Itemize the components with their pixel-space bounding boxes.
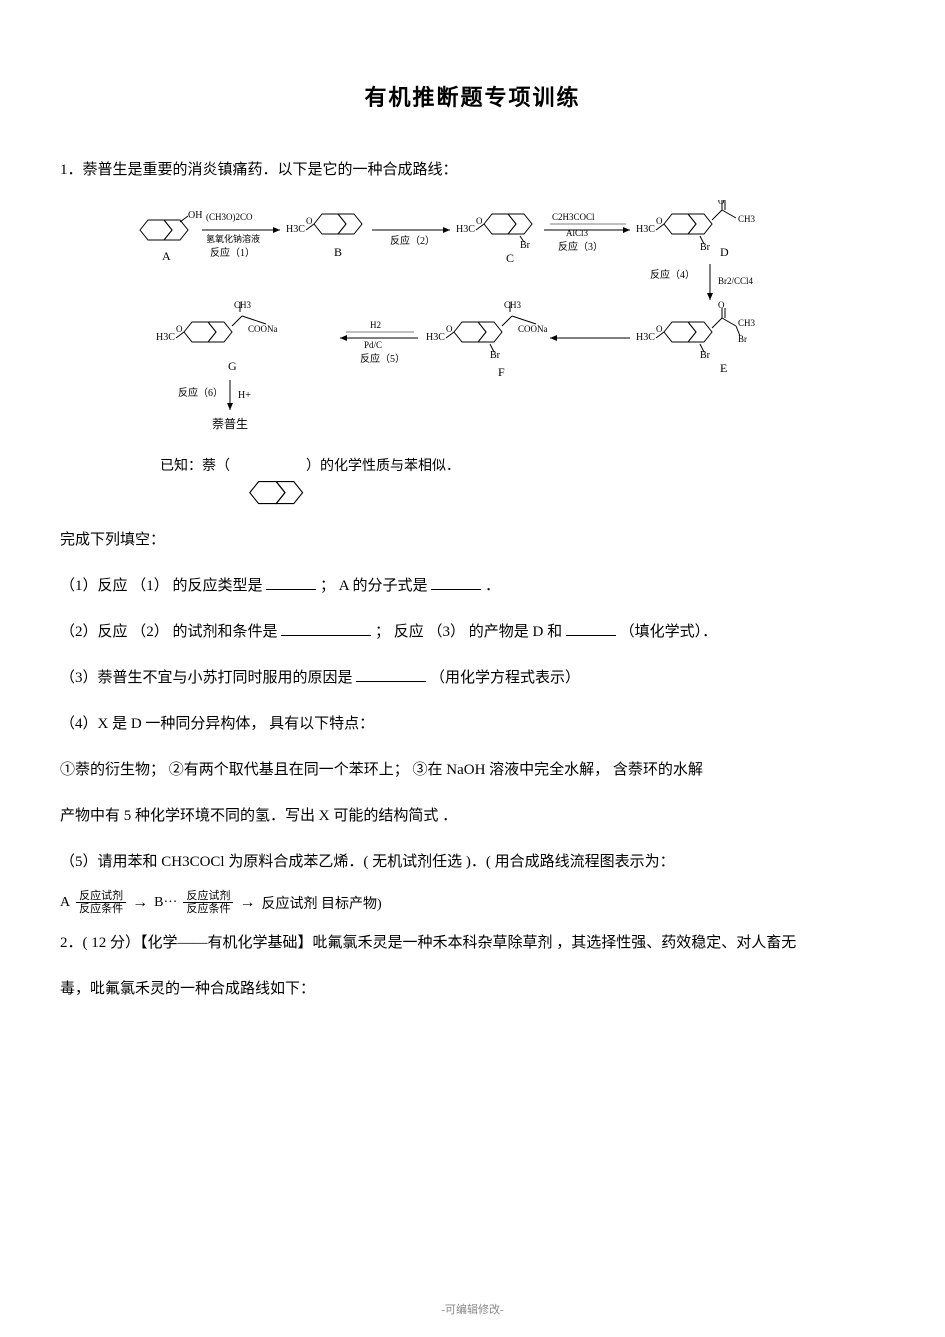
svg-text:H3C: H3C [636,332,655,343]
svg-text:O: O [718,300,725,310]
svg-text:H3C: H3C [156,332,175,343]
svg-text:C: C [506,251,514,265]
svg-text:B: B [334,245,342,259]
flow-step-1: 反应试剂 反应条件 [76,890,126,915]
fill-intro: 完成下列填空： [60,522,885,558]
flow-reagent-1: 反应试剂 [76,890,126,903]
svg-text:COONa: COONa [518,324,548,334]
svg-text:H+: H+ [238,390,251,401]
svg-text:H3C: H3C [456,224,475,235]
svg-text:(CH3O)2CO: (CH3O)2CO [206,212,253,222]
svg-text:O: O [718,200,725,206]
q2-line1: 2．( 12 分）【化学——有机化学基础】吡氟氯禾灵是一种禾本科杂草除草剂 ，其… [60,925,885,961]
q1-1c-text: ． [485,578,500,594]
blank-2b[interactable] [566,621,616,636]
scheme-svg: OH A (CH3O)2CO 氢氧化钠溶液 反应（1） H3C O B 反应（2… [120,200,860,510]
svg-text:C2H3COCl: C2H3COCl [552,212,595,222]
q1-2a-text: （2）反应 （2） 的试剂和条件是 [60,624,278,640]
flow-B: B··· [154,895,177,911]
svg-text:A: A [162,249,171,263]
svg-text:反应（4）: 反应（4） [650,268,695,281]
q1-4-d2: 产物中有 5 种化学环境不同的氢．写出 X 可能的结构简式 ． [60,798,885,834]
svg-text:已知：萘（: 已知：萘（ [160,457,230,474]
flow-cond-2: 反应条件 [186,903,230,915]
q1-1b-text: ； A 的分子式是 [320,578,428,594]
svg-text:H3C: H3C [636,224,655,235]
svg-text:O: O [656,216,663,226]
svg-text:E: E [720,361,727,375]
svg-text:OH: OH [188,210,202,221]
q1-3: （3）萘普生不宜与小苏打同时服用的原因是 （用化学方程式表示） [60,660,885,696]
flow-step-2: 反应试剂 反应条件 [183,890,233,915]
svg-text:H3C: H3C [426,332,445,343]
q1-intro: 1．萘普生是重要的消炎镇痛药．以下是它的一种合成路线： [60,152,885,188]
flow-cond-1: 反应条件 [79,903,123,915]
svg-text:CH3: CH3 [504,300,522,310]
svg-text:Br: Br [490,350,501,361]
page-footer: -可编辑修改- [0,1301,945,1317]
svg-text:Br: Br [700,242,711,253]
q1-4-d1: ①萘的衍生物； ②有两个取代基且在同一个苯环上； ③在 NaOH 溶液中完全水解… [60,752,885,788]
svg-text:Br: Br [700,350,711,361]
blank-3[interactable] [356,667,426,682]
svg-text:O: O [306,216,313,226]
svg-text:Pd/C: Pd/C [364,340,382,350]
svg-text:G: G [228,359,237,373]
blank-1a[interactable] [266,575,316,590]
q1-5: （5）请用苯和 CH3COCl 为原料合成苯乙烯．( 无机试剂任选 )．( 用合… [60,844,885,880]
svg-text:O: O [446,324,453,334]
q1-1: （1）反应 （1） 的反应类型是 ； A 的分子式是 ． [60,568,885,604]
svg-text:F: F [498,365,505,379]
svg-text:反应（5）: 反应（5） [360,352,405,365]
q1-1a-text: （1）反应 （1） 的反应类型是 [60,578,263,594]
q1-2: （2）反应 （2） 的试剂和条件是 ； 反应 （3） 的产物是 D 和 （填化学… [60,614,885,650]
svg-text:CH3: CH3 [738,318,756,328]
svg-text:COONa: COONa [248,324,278,334]
flow-A: A [60,895,70,911]
svg-text:AlCl3: AlCl3 [566,228,589,238]
svg-text:反应（1）: 反应（1） [210,246,255,259]
q1-2c-text: （填化学式）． [620,624,718,640]
svg-text:O: O [476,216,483,226]
svg-text:）的化学性质与苯相似．: ）的化学性质与苯相似． [306,457,460,474]
q1-3b-text: （用化学方程式表示） [430,670,580,686]
svg-text:氢氧化钠溶液: 氢氧化钠溶液 [206,233,260,244]
page-title: 有机推断题专项训练 [60,80,885,112]
arrow-icon: → [132,894,148,912]
svg-text:Br2/CCl4: Br2/CCl4 [718,276,754,286]
svg-text:O: O [656,324,663,334]
svg-text:CH3: CH3 [738,214,756,224]
svg-text:H2: H2 [370,320,381,330]
flow-tail: 反应试剂 目标产物) [261,893,381,913]
svg-text:反应（3）: 反应（3） [558,240,603,253]
flow-reagent-2: 反应试剂 [183,890,233,903]
q1-2b-text: ； 反应 （3） 的产物是 D 和 [375,624,562,640]
blank-2a[interactable] [281,621,371,636]
arrow-icon: → [239,894,255,912]
svg-text:H3C: H3C [286,224,305,235]
synthesis-flowchart: A 反应试剂 反应条件 → B··· 反应试剂 反应条件 → 反应试剂 目标产物… [60,890,885,915]
svg-text:萘普生: 萘普生 [212,417,248,431]
reaction-scheme: OH A (CH3O)2CO 氢氧化钠溶液 反应（1） H3C O B 反应（2… [120,200,860,510]
q1-3a-text: （3）萘普生不宜与小苏打同时服用的原因是 [60,670,353,686]
svg-text:反应（2）: 反应（2） [390,234,435,247]
blank-1b[interactable] [431,575,481,590]
svg-text:D: D [720,245,729,259]
svg-text:CH3: CH3 [234,300,252,310]
q1-4: （4）X 是 D 一种同分异构体， 具有以下特点： [60,706,885,742]
svg-text:O: O [176,324,183,334]
svg-text:反应（6）: 反应（6） [178,386,223,399]
svg-text:Br: Br [520,240,531,251]
q2-line2: 毒，吡氟氯禾灵的一种合成路线如下： [60,971,885,1007]
